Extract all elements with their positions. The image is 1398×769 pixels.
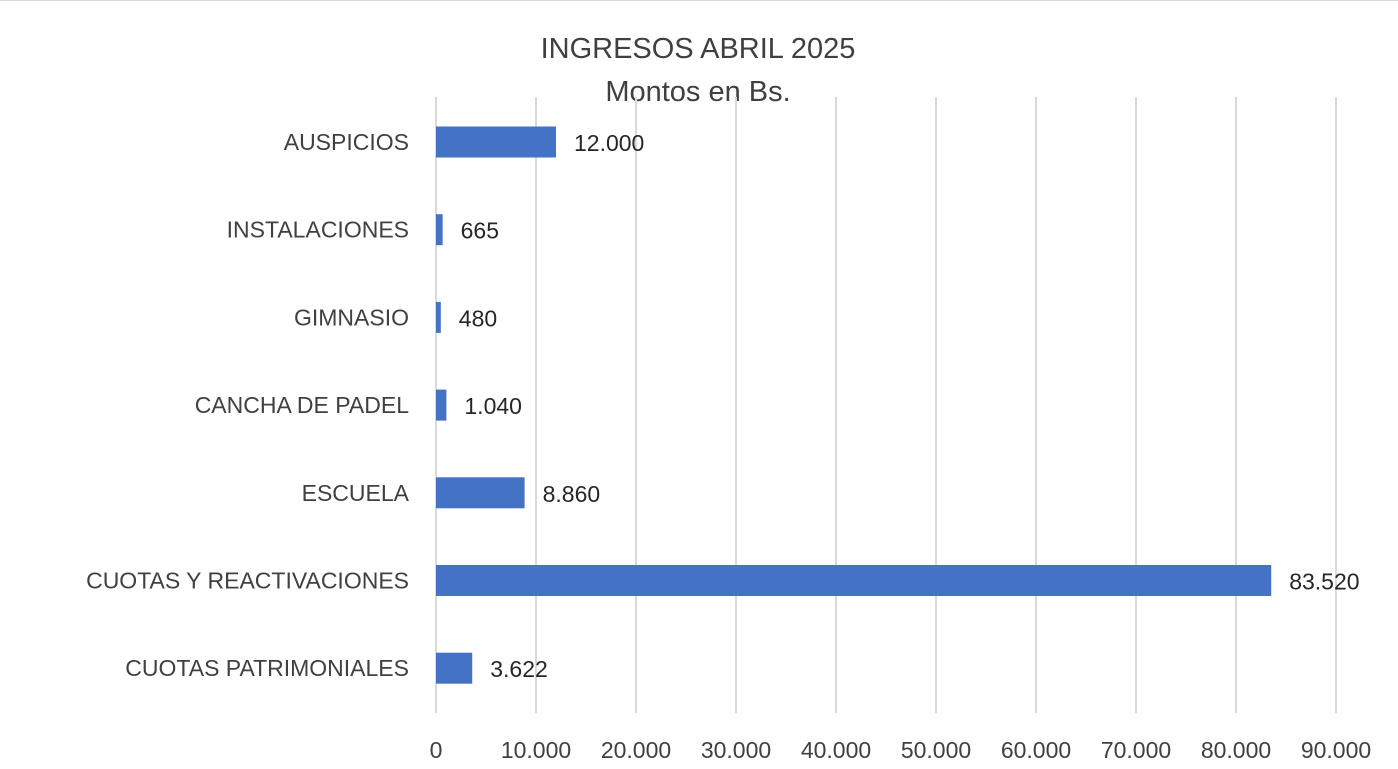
bar: [436, 301, 441, 333]
data-label: 1.040: [464, 393, 522, 419]
bar: [436, 565, 1272, 596]
category-label: CUOTAS PATRIMONIALES: [125, 655, 409, 681]
category-label: INSTALACIONES: [227, 217, 409, 243]
category-label: CANCHA DE PADEL: [195, 392, 410, 418]
bar: [436, 389, 447, 421]
x-tick-label: 0: [430, 737, 443, 763]
x-tick-label: 50.000: [901, 737, 971, 763]
x-tick-label: 80.000: [1201, 737, 1271, 763]
category-label: AUSPICIOS: [284, 129, 409, 155]
bar: [436, 214, 443, 246]
bar: [436, 477, 525, 509]
bar: [436, 652, 473, 684]
x-tick-label: 60.000: [1001, 737, 1071, 763]
chart-title: INGRESOS ABRIL 2025: [541, 33, 856, 65]
bars: [436, 126, 1272, 684]
bar: [436, 126, 556, 158]
x-tick-label: 40.000: [801, 737, 871, 763]
data-label: 665: [461, 218, 499, 244]
category-label: CUOTAS Y REACTIVACIONES: [86, 568, 409, 594]
x-tick-label: 70.000: [1101, 737, 1171, 763]
data-label: 3.622: [490, 656, 548, 682]
data-label: 480: [459, 305, 497, 331]
x-tick-label: 30.000: [701, 737, 771, 763]
x-tick-label: 20.000: [601, 737, 671, 763]
category-label: GIMNASIO: [294, 304, 409, 330]
gridlines: [435, 97, 1337, 713]
x-tick-label: 90.000: [1301, 737, 1371, 763]
labels: 0 10.000 20.000 30.000 40.000 50.000 60.000 70.…: [86, 129, 1371, 763]
x-tick-label: 10.000: [501, 737, 571, 763]
data-label: 83.520: [1289, 569, 1359, 595]
data-label: 12.000: [574, 130, 644, 156]
data-label: 8.860: [543, 481, 601, 507]
chart-subtitle: Montos en Bs.: [605, 76, 790, 108]
category-label: ESCUELA: [302, 480, 410, 506]
